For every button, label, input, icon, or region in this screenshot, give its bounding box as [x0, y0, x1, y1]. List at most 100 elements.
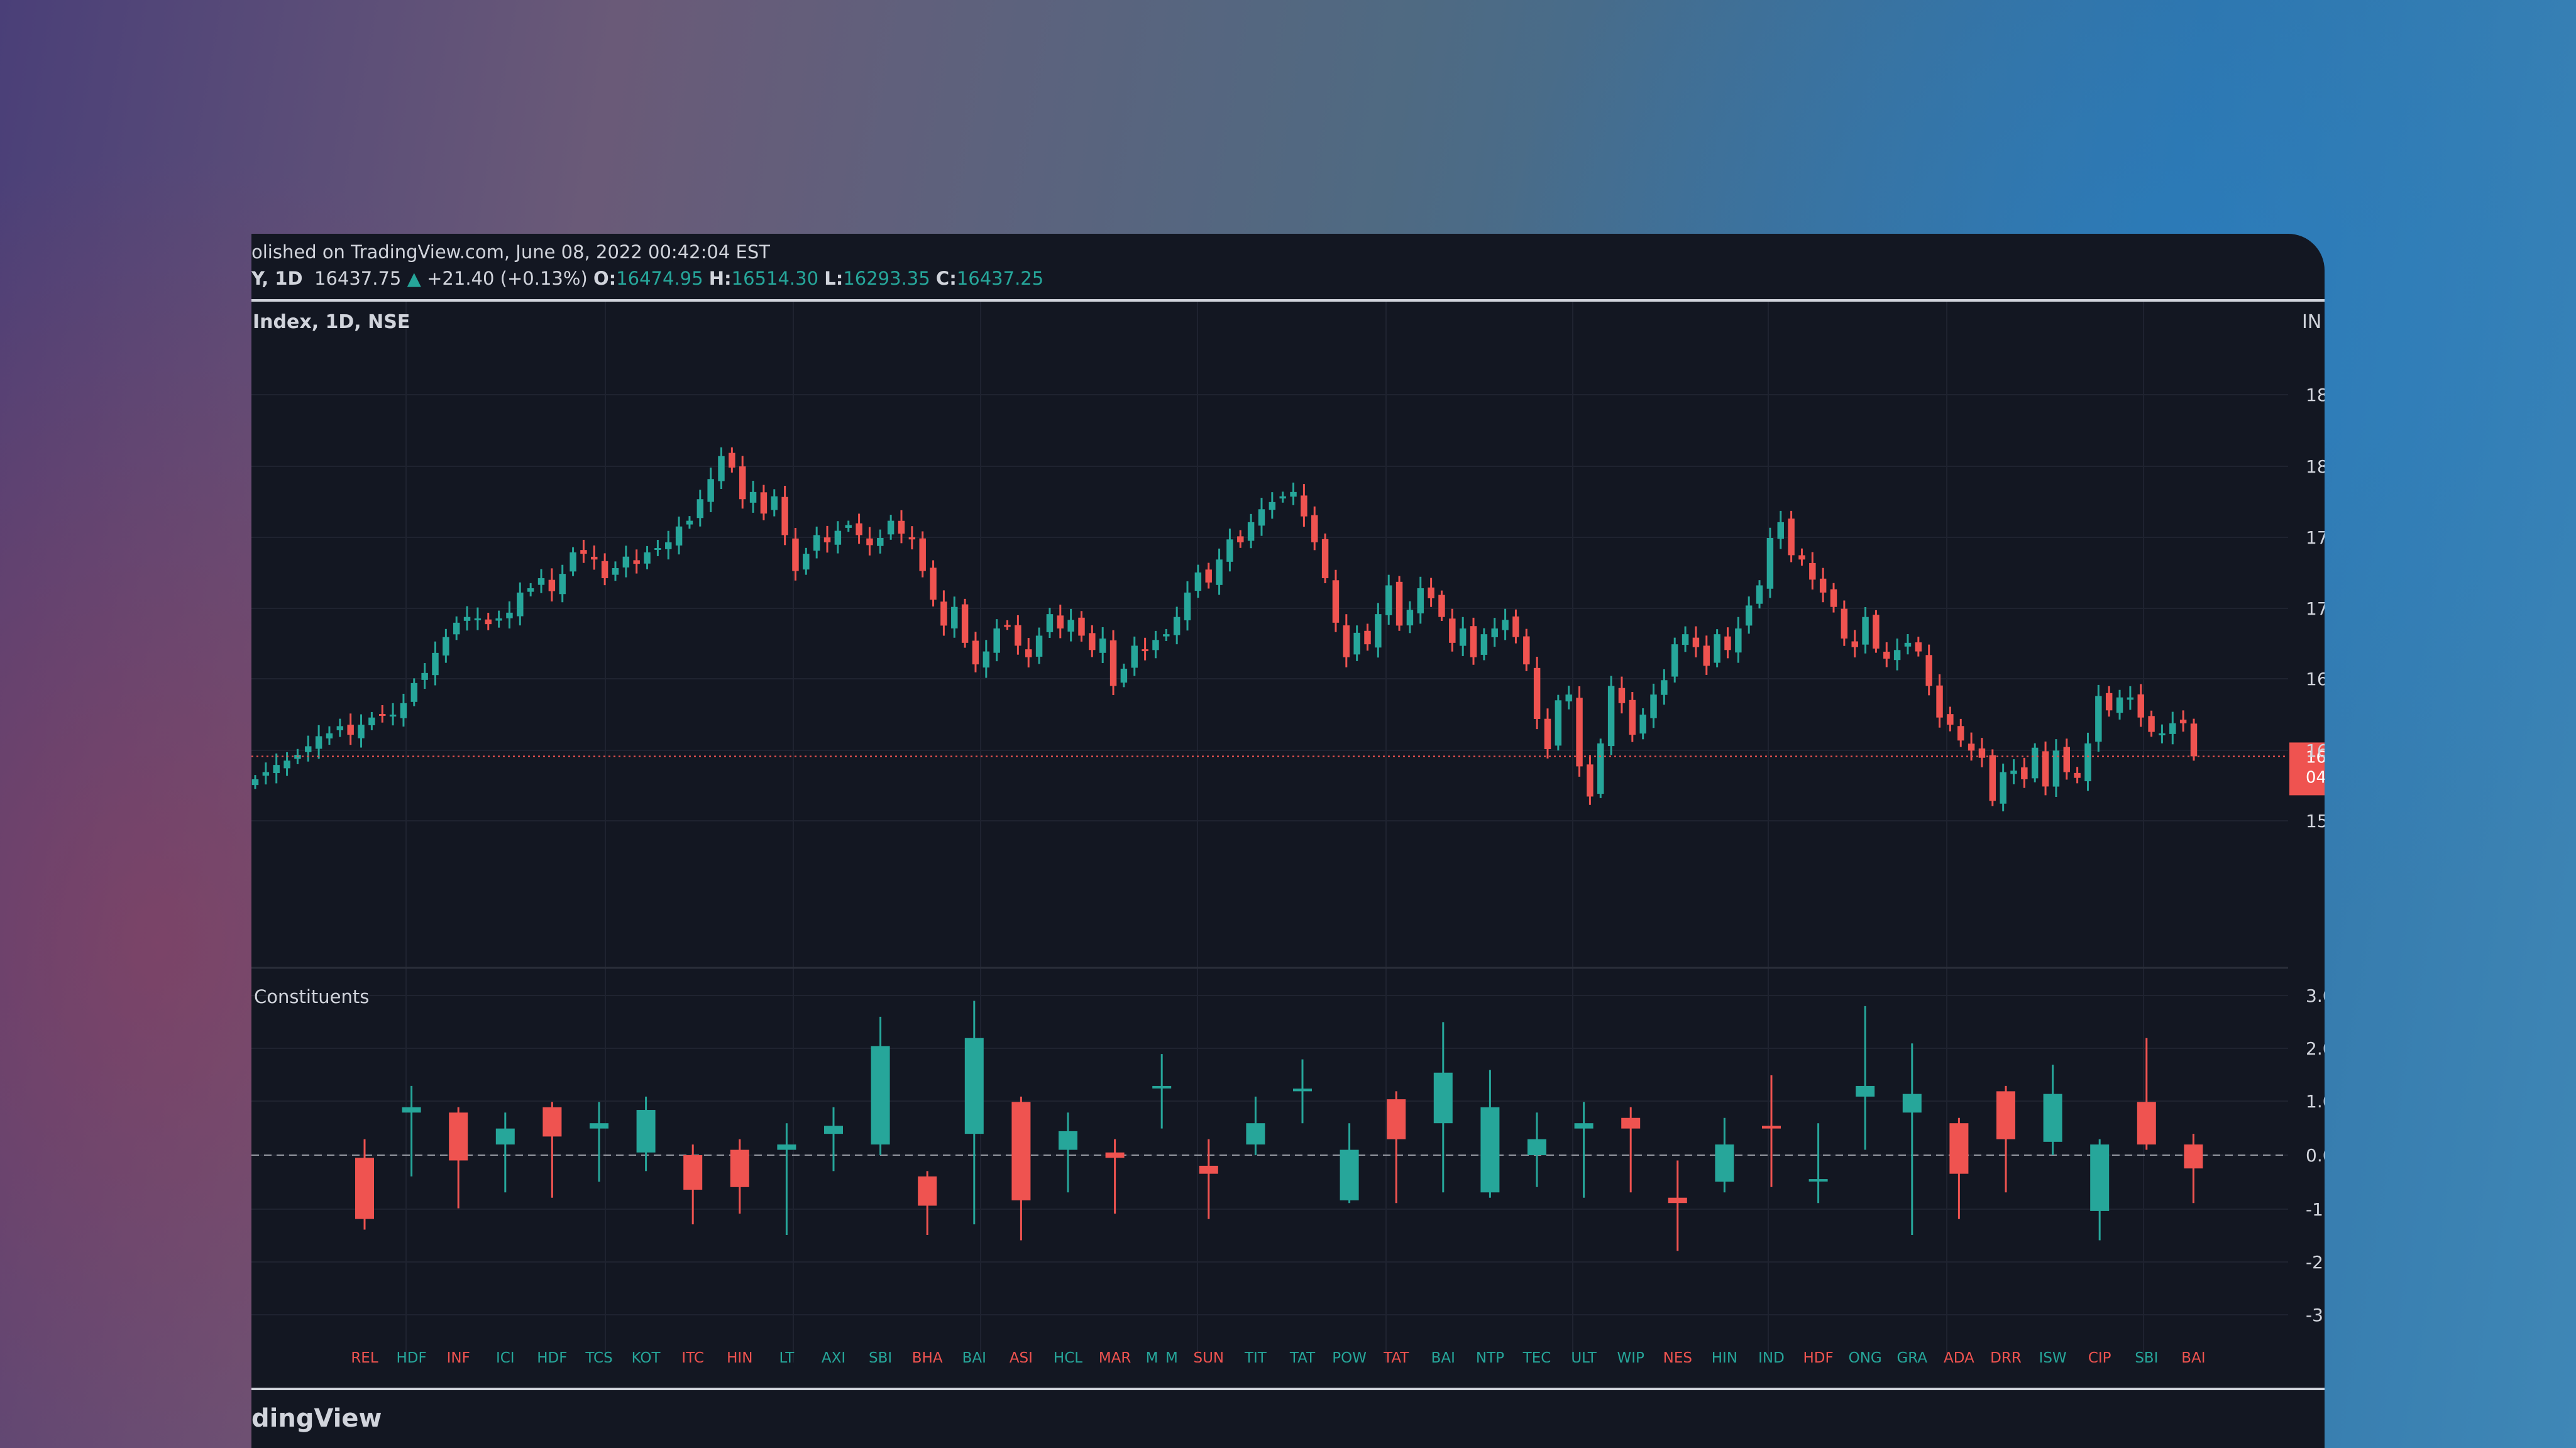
price-candle: [410, 683, 418, 702]
constituent-candle: [1293, 1089, 1312, 1092]
price-candle: [1873, 615, 1880, 649]
price-candle: [1163, 634, 1170, 637]
constituent-candle: [918, 1176, 937, 1206]
constituent-candle: [871, 1046, 890, 1145]
constituent-candle: [1996, 1091, 2015, 1139]
open-label: O:: [593, 268, 617, 289]
price-candle: [1936, 685, 1943, 718]
y-tick-label: 17: [2306, 598, 2325, 619]
price-candle: [1343, 625, 1350, 657]
price-chart[interactable]: Index, 1D, NSE INConstituents160418181717…: [251, 302, 2325, 1363]
price-candle: [1819, 578, 1827, 593]
price-candle: [1428, 587, 1434, 598]
price-candle: [2169, 723, 2176, 734]
price-candle: [2021, 767, 2028, 779]
constituent-label: BAJ: [2181, 1350, 2205, 1363]
price-candle: [1671, 644, 1678, 677]
price-candle: [739, 466, 746, 500]
price-candle: [1618, 688, 1626, 703]
price-candle: [1247, 522, 1255, 541]
constituent-candle: [495, 1128, 515, 1145]
price-candle: [591, 556, 598, 560]
constituent-candle: [1011, 1102, 1031, 1200]
price-candle: [358, 725, 365, 738]
symbol-label: Y, 1D: [251, 268, 303, 289]
y-tick-label: -2: [2306, 1252, 2323, 1273]
close-value: 16437.25: [956, 268, 1044, 289]
constituent-candle: [824, 1126, 843, 1134]
constituent-candle: [683, 1155, 703, 1190]
main-pane-title: Index, 1D, NSE: [253, 311, 410, 333]
low-label: L:: [824, 268, 844, 289]
constituent-candle: [1199, 1165, 1218, 1174]
price-candle: [887, 520, 894, 535]
price-candle: [792, 538, 799, 571]
price-candle: [2105, 693, 2113, 711]
price-candle: [2190, 723, 2198, 757]
price-candle: [336, 726, 344, 730]
price-candle: [1661, 680, 1668, 695]
price-candle: [1925, 655, 1932, 686]
constituent-candle: [1715, 1144, 1734, 1182]
price-candle: [1258, 509, 1265, 526]
price-candle: [2074, 772, 2081, 778]
price-candle: [1745, 605, 1753, 626]
price-candle: [1587, 764, 1593, 797]
price-candle: [1714, 634, 1720, 663]
price-candle: [463, 617, 471, 621]
price-candle: [1237, 536, 1244, 542]
price-candle: [1385, 585, 1392, 615]
constituent-candle: [1621, 1117, 1641, 1129]
price-candle: [601, 561, 608, 578]
y-tick-label: 3.0: [2306, 985, 2325, 1006]
price-candle: [771, 496, 778, 510]
close-label: C:: [935, 268, 957, 289]
price-candle: [1004, 625, 1011, 627]
price-candle: [1555, 700, 1562, 746]
price-candle: [877, 538, 884, 546]
published-line: olished on TradingView.com, June 08, 202…: [251, 241, 770, 263]
constituent-candle: [636, 1110, 656, 1153]
price-candle: [1015, 625, 1021, 646]
y-tick-label: 1.0: [2306, 1091, 2325, 1112]
price-candle: [2127, 697, 2134, 700]
price-candle: [1597, 743, 1604, 794]
chart-window: olished on TradingView.com, June 08, 202…: [251, 234, 2325, 1448]
price-candle: [654, 548, 661, 550]
price-candle: [2010, 771, 2017, 774]
price-candle: [823, 537, 831, 542]
last-price-label: 04: [2306, 768, 2325, 787]
constituent-candle: [2090, 1144, 2110, 1211]
constituent-label: HIN: [727, 1350, 752, 1363]
price-candle: [1438, 595, 1445, 617]
price-candle: [2148, 716, 2155, 732]
price-candle: [527, 588, 534, 592]
price-candle: [2042, 751, 2049, 787]
price-candle: [665, 542, 672, 549]
price-candle: [940, 601, 947, 626]
price-candle: [485, 619, 492, 625]
price-candle: [1724, 636, 1731, 650]
price-candle: [1692, 637, 1700, 647]
top-separator: [251, 299, 2325, 302]
price-candle: [1226, 539, 1233, 562]
price-candle: [305, 746, 312, 752]
constituent-label: DRR: [1990, 1350, 2022, 1363]
constituent-label: JSW: [2038, 1350, 2067, 1363]
constituent-candle: [402, 1107, 421, 1113]
price-candle: [273, 765, 280, 774]
sub-pane-title: Constituents: [254, 986, 369, 1007]
price-candle: [537, 578, 545, 585]
price-candle: [379, 714, 386, 716]
price-candle: [1576, 698, 1583, 767]
price-candle: [495, 618, 502, 621]
constituent-label: SUN: [1193, 1350, 1224, 1363]
constituent-label: LT: [779, 1350, 795, 1363]
constituent-label: MAR: [1099, 1350, 1131, 1363]
constituent-candle: [1527, 1139, 1546, 1155]
price-candle: [972, 640, 979, 665]
price-candle: [898, 520, 905, 534]
price-candle: [1395, 581, 1403, 626]
price-candle: [453, 622, 460, 635]
price-candle: [368, 717, 375, 725]
